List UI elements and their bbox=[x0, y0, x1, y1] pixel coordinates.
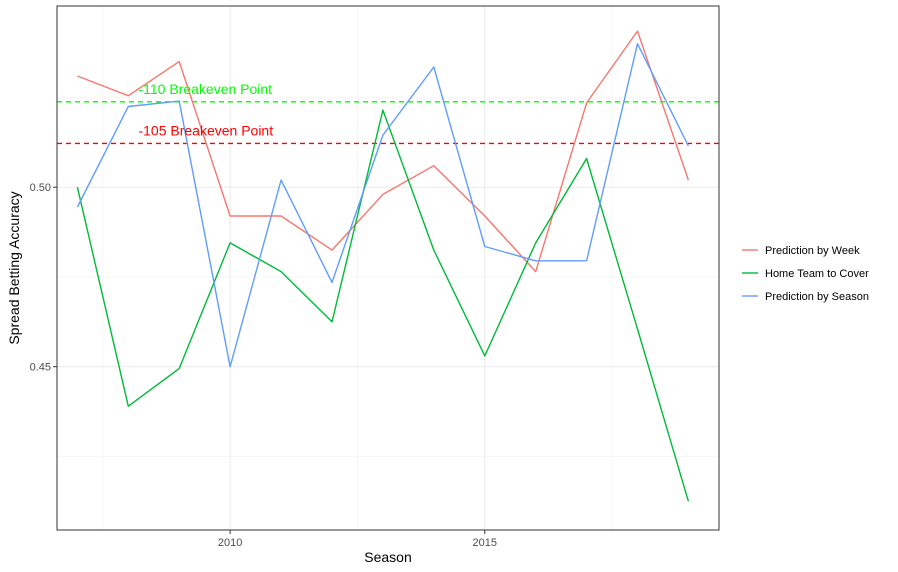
x-axis: 2010 2015 bbox=[218, 530, 497, 549]
series-line bbox=[76, 109, 690, 502]
plot-panel-background bbox=[57, 6, 719, 530]
y-tick-label: 0.45 bbox=[30, 362, 51, 374]
legend: Prediction by Week Home Team to Cover Pred… bbox=[742, 245, 869, 303]
legend-label: Prediction by Season bbox=[765, 291, 869, 303]
y-tick-label: 0.50 bbox=[30, 182, 51, 194]
series-line bbox=[76, 43, 690, 368]
x-tick-label: 2010 bbox=[218, 537, 242, 549]
x-tick-label: 2015 bbox=[473, 537, 497, 549]
y-axis: 0.45 0.50 bbox=[30, 182, 57, 374]
reference-label: -110 Breakeven Point bbox=[138, 81, 272, 97]
series-line bbox=[77, 30, 690, 273]
series-lines bbox=[76, 30, 690, 502]
reference-labels: -110 Breakeven Point -105 Breakeven Point bbox=[138, 81, 273, 139]
legend-label: Home Team to Cover bbox=[765, 268, 869, 280]
y-axis-title: Spread Betting Accuracy bbox=[6, 191, 22, 344]
x-axis-title: Season bbox=[364, 549, 411, 565]
grid-major bbox=[57, 6, 719, 530]
grid-minor bbox=[57, 6, 719, 530]
reference-label: -105 Breakeven Point bbox=[138, 122, 273, 138]
legend-label: Prediction by Week bbox=[765, 245, 860, 257]
plot-panel-border bbox=[56, 5, 720, 531]
